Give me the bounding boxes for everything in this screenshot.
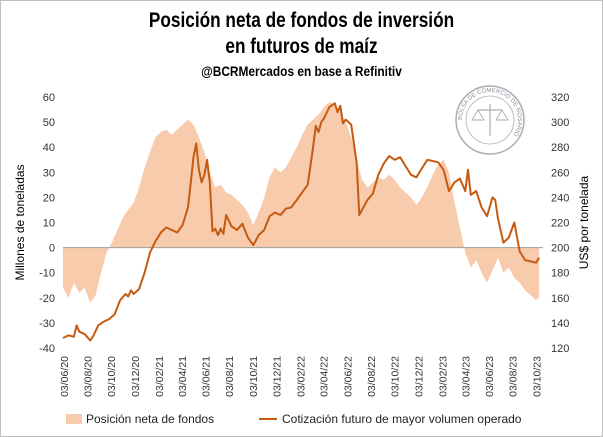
y-right-tick-label: 200: [551, 243, 569, 255]
x-tick-label: 03/10/20: [106, 356, 118, 397]
legend-label-line: Cotización futuro de mayor volumen opera…: [282, 412, 522, 426]
y-right-tick-label: 240: [551, 192, 569, 204]
x-tick-label: 03/02/22: [296, 356, 308, 397]
x-tick-label: 03/10/23: [531, 356, 543, 397]
y-right-tick-label: 160: [551, 293, 569, 305]
legend-label-area: Posición neta de fondos: [86, 412, 214, 426]
y-left-tick-label: 40: [43, 142, 55, 154]
x-tick-label: 03/02/21: [154, 356, 166, 397]
y-left-tick-label: 0: [49, 243, 55, 255]
line-series-cotizacion: [62, 102, 540, 342]
y-right-tick-label: 300: [551, 117, 569, 129]
y-right-tick-label: 320: [551, 92, 569, 104]
y-right-axis-title: US$ por tonelada: [577, 175, 591, 269]
x-tick-label: 03/10/22: [390, 356, 402, 397]
x-tick-label: 03/06/21: [201, 356, 213, 397]
x-tick-label: 03/04/23: [460, 356, 472, 397]
area-layer: [63, 102, 540, 303]
x-tick-label: 03/10/21: [248, 356, 260, 397]
y-left-tick-label: -30: [39, 318, 55, 330]
y-right-tick-label: 120: [551, 343, 569, 355]
x-tick-label: 03/08/22: [366, 356, 378, 397]
y-right-tick-label: 180: [551, 268, 569, 280]
y-left-tick-label: -40: [39, 343, 55, 355]
x-tick-label: 03/06/22: [342, 356, 354, 397]
y-left-tick-label: 30: [43, 167, 55, 179]
axis-layer: 60 50 40 30 20 10 0 -10 -20 -30 -40 320 300 280 260 240…: [13, 92, 591, 397]
legend-swatch-area: [66, 414, 82, 424]
line-layer: [62, 102, 540, 342]
x-tick-label: 03/06/20: [59, 356, 71, 397]
x-tick-label: 03/04/21: [177, 356, 189, 397]
x-tick-label: 03/08/23: [508, 356, 520, 397]
watermark-seal: BOLSA DE COMERCIO DE ROSARIO: [455, 85, 525, 155]
area-series-posicion-neta: [63, 102, 540, 303]
y-right-tick-label: 260: [551, 167, 569, 179]
x-tick-label: 03/08/21: [224, 356, 236, 397]
x-tick-label: 03/12/22: [413, 356, 425, 397]
y-left-tick-label: 10: [43, 218, 55, 230]
y-left-tick-label: -20: [39, 293, 55, 305]
title-line-2: en futuros de maíz: [225, 35, 378, 58]
x-tick-label: 03/12/20: [130, 356, 142, 397]
y-left-axis-title: Millones de toneladas: [13, 164, 27, 280]
y-right-tick-label: 280: [551, 142, 569, 154]
x-tick-label: 03/04/22: [319, 356, 331, 397]
y-right-tick-label: 220: [551, 218, 569, 230]
x-tick-label: 03/08/20: [83, 356, 95, 397]
x-tick-label: 03/06/23: [484, 356, 496, 397]
x-tick-label: 03/02/23: [437, 356, 449, 397]
legend: Posición neta de fondos Cotización futur…: [66, 412, 522, 426]
chart-subtitle: @BCRMercados en base a Refinitiv: [201, 63, 402, 79]
y-left-tick-label: 50: [43, 117, 55, 129]
y-left-tick-label: -10: [39, 268, 55, 280]
title-line-1: Posición neta de fondos de inversión: [148, 9, 455, 32]
y-right-tick-label: 140: [551, 318, 569, 330]
chart-title: Posición neta de fondos de inversión en …: [54, 8, 548, 60]
y-left-tick-label: 60: [43, 92, 55, 104]
y-left-tick-label: 20: [43, 192, 55, 204]
x-tick-label: 03/12/21: [272, 356, 284, 397]
